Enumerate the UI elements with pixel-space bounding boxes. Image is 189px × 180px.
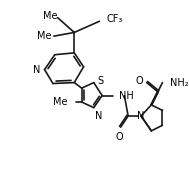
Text: S: S	[98, 76, 104, 86]
Text: N: N	[137, 111, 145, 121]
Text: N: N	[33, 65, 41, 75]
Text: NH: NH	[119, 91, 134, 101]
Text: O: O	[135, 76, 143, 86]
Text: N: N	[95, 111, 102, 121]
Text: Me: Me	[43, 11, 57, 21]
Text: NH₂: NH₂	[170, 78, 188, 88]
Text: Me: Me	[53, 97, 68, 107]
Text: CF₃: CF₃	[107, 14, 123, 24]
Text: O: O	[115, 132, 123, 142]
Text: Me: Me	[37, 31, 52, 41]
